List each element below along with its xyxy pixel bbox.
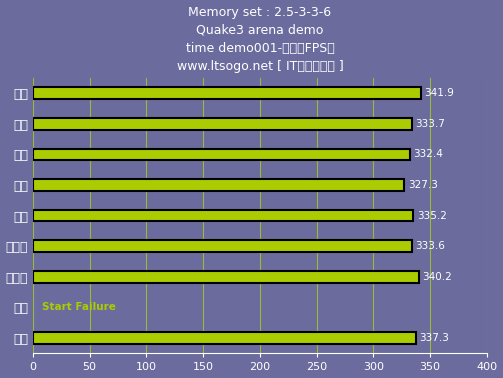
Text: 327.3: 327.3 [408,180,438,190]
Text: 341.9: 341.9 [425,88,454,98]
FancyBboxPatch shape [33,149,410,160]
Text: 333.6: 333.6 [415,241,445,251]
FancyBboxPatch shape [33,118,411,130]
Text: Start Failure: Start Failure [42,302,116,313]
Text: 332.4: 332.4 [413,149,444,160]
Text: 337.3: 337.3 [419,333,449,343]
Text: 333.7: 333.7 [415,119,445,129]
Title: Memory set : 2.5-3-3-6
Quake3 arena demo
time demo001-帧率（FPS）
www.ltsogo.net [ I: Memory set : 2.5-3-3-6 Quake3 arena demo… [177,6,343,73]
FancyBboxPatch shape [33,332,415,344]
Text: 335.2: 335.2 [417,211,447,221]
FancyBboxPatch shape [33,240,411,252]
FancyBboxPatch shape [33,87,421,99]
FancyBboxPatch shape [33,210,413,222]
FancyBboxPatch shape [33,179,404,191]
FancyBboxPatch shape [33,271,419,283]
Text: 340.2: 340.2 [423,272,452,282]
